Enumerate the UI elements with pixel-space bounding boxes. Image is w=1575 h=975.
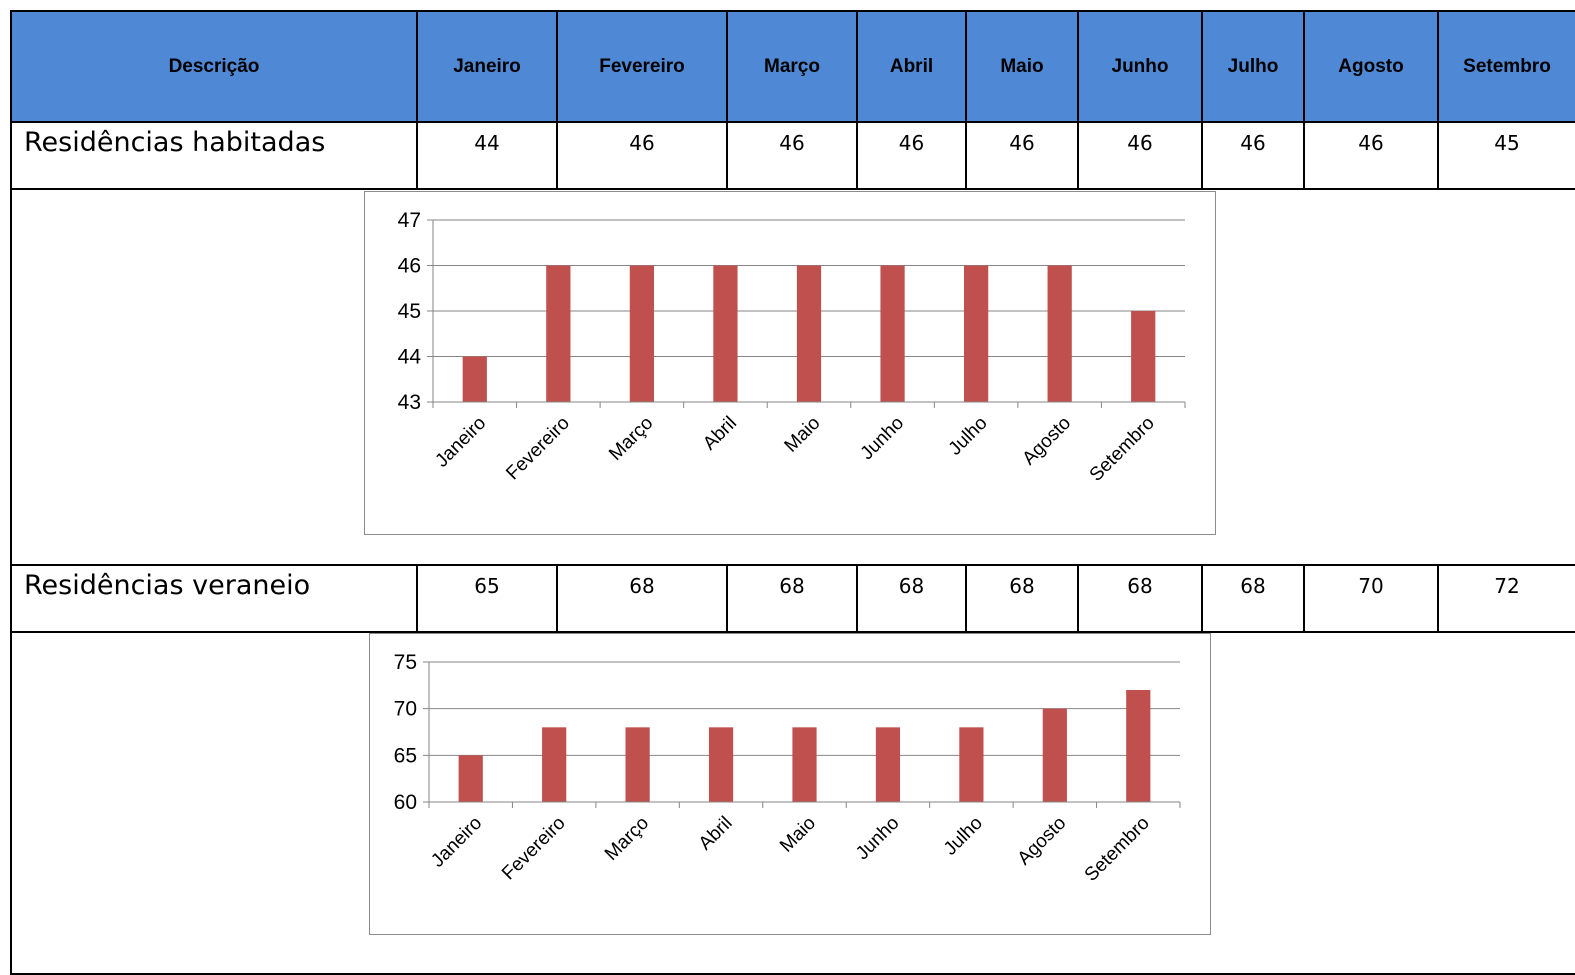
chart-row: 60 65 70 75 Janeiro Fevereiro Março Abril Maio Ju… (10, 631, 1575, 975)
value-cell: 45 (1437, 121, 1575, 190)
y-tick-label: 70 (394, 698, 417, 721)
x-tick-label: Agosto (1019, 413, 1076, 470)
chart-row: 43 44 45 46 47 Janeiro Fevereiro Março Abril Maio… (10, 188, 1575, 566)
header-month: Janeiro (416, 10, 558, 123)
x-tick-label: Junho (852, 813, 903, 864)
bar (713, 265, 738, 402)
value-cell: 68 (965, 564, 1079, 633)
x-tick-label: Julho (940, 813, 987, 860)
bar (796, 265, 822, 402)
value-cell: 68 (856, 564, 967, 633)
y-tick-label: 44 (398, 346, 422, 369)
bar (458, 755, 483, 802)
y-tick-label: 65 (394, 744, 417, 767)
header-month: Maio (965, 10, 1079, 123)
x-tick-label: Setembro (1086, 413, 1159, 486)
header-month: Fevereiro (556, 10, 728, 123)
header-month: Agosto (1303, 10, 1439, 123)
value-cell: 65 (416, 564, 558, 633)
bar (792, 727, 817, 802)
y-tick-label: 47 (398, 209, 421, 232)
chart-svg: 60 65 70 75 Janeiro Fevereiro Março Abril Maio Ju… (394, 651, 1181, 886)
header-description: Descrição (10, 10, 418, 123)
value-cell: 72 (1437, 564, 1575, 633)
bar (546, 265, 571, 402)
value-cell: 68 (726, 564, 858, 633)
x-tick-label: Fevereiro (498, 813, 570, 885)
table-row: Residências habitadas 44 46 46 46 46 46 … (10, 121, 1575, 190)
value-cell: 46 (1303, 121, 1439, 190)
value-cell: 46 (726, 121, 858, 190)
x-tick-label: Março (605, 413, 657, 465)
x-tick-label: Janeiro (427, 813, 486, 872)
chart-cell: 43 44 45 46 47 Janeiro Fevereiro Março Abril Maio… (10, 188, 1575, 566)
value-cell: 68 (1201, 564, 1305, 633)
bar (629, 265, 655, 402)
y-tick-label: 75 (394, 651, 417, 674)
table-row: Residências veraneio 65 68 68 68 68 68 6… (10, 564, 1575, 633)
chart-svg: 43 44 45 46 47 Janeiro Fevereiro Março Abril Maio… (398, 209, 1186, 486)
y-tick-label: 46 (398, 255, 421, 278)
x-tick-label: Abril (695, 813, 737, 855)
value-cell: 46 (556, 121, 728, 190)
y-tick-label: 43 (398, 391, 421, 414)
bar (1042, 708, 1067, 802)
bar (880, 265, 905, 402)
x-tick-label: Julho (945, 413, 992, 460)
header-month: Junho (1077, 10, 1203, 123)
bar (1047, 265, 1072, 402)
bar (875, 727, 901, 802)
header-month: Setembro (1437, 10, 1575, 123)
header-month: Julho (1201, 10, 1305, 123)
value-cell: 46 (965, 121, 1079, 190)
value-cell: 70 (1303, 564, 1439, 633)
value-cell: 46 (1201, 121, 1305, 190)
bar (1126, 690, 1151, 802)
bar (959, 727, 984, 802)
value-cell: 68 (1077, 564, 1203, 633)
bar-chart-veraneio: 60 65 70 75 Janeiro Fevereiro Março Abril Maio Ju… (369, 633, 1211, 935)
bar (963, 265, 989, 402)
x-tick-label: Maio (776, 813, 820, 857)
value-cell: 44 (416, 121, 558, 190)
header-month: Abril (856, 10, 967, 123)
data-grid: Descrição Janeiro Fevereiro Março Abril … (10, 10, 1575, 975)
value-cell: 46 (1077, 121, 1203, 190)
row-label: Residências habitadas (10, 121, 418, 190)
value-cell: 68 (556, 564, 728, 633)
x-tick-label: Março (601, 813, 653, 865)
x-tick-label: Abril (699, 413, 741, 455)
bar (708, 727, 734, 802)
y-tick-label: 60 (394, 791, 417, 814)
x-tick-label: Junho (857, 413, 908, 464)
x-tick-label: Agosto (1014, 813, 1071, 870)
row-label: Residências veraneio (10, 564, 418, 633)
bar (542, 727, 567, 802)
y-tick-label: 45 (398, 300, 421, 323)
x-tick-label: Setembro (1081, 813, 1154, 886)
value-cell: 46 (856, 121, 967, 190)
bar (462, 356, 487, 402)
x-tick-label: Janeiro (431, 413, 490, 472)
bar (1131, 311, 1156, 402)
x-tick-label: Fevereiro (502, 413, 574, 485)
header-row: Descrição Janeiro Fevereiro Março Abril … (10, 10, 1575, 123)
chart-cell: 60 65 70 75 Janeiro Fevereiro Março Abril Maio Ju… (10, 631, 1575, 975)
bar-chart-habitadas: 43 44 45 46 47 Janeiro Fevereiro Março Abril Maio… (364, 191, 1216, 535)
data-table: Descrição Janeiro Fevereiro Março Abril … (10, 10, 1575, 975)
bar (625, 727, 650, 802)
x-tick-label: Maio (781, 413, 825, 457)
header-month: Março (726, 10, 858, 123)
